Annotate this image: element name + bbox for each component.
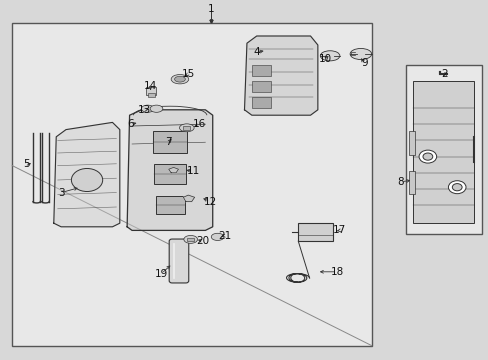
Text: 12: 12 [203, 197, 217, 207]
Bar [153, 131, 187, 153]
Text: 2: 2 [441, 69, 447, 79]
Text: 4: 4 [253, 47, 260, 57]
Text: 9: 9 [360, 58, 367, 68]
Ellipse shape [211, 233, 224, 240]
Ellipse shape [320, 51, 339, 61]
Polygon shape [183, 195, 194, 202]
Circle shape [422, 153, 432, 160]
Text: 21: 21 [218, 231, 231, 241]
Ellipse shape [150, 105, 163, 112]
Text: 1: 1 [207, 4, 214, 14]
Ellipse shape [174, 76, 185, 82]
Ellipse shape [179, 124, 194, 132]
Circle shape [447, 181, 465, 194]
Bar [147, 93, 154, 97]
Bar [408, 131, 414, 155]
Polygon shape [127, 110, 212, 230]
Bar [251, 81, 271, 92]
Bar [251, 65, 271, 76]
Text: 10: 10 [318, 54, 331, 64]
Text: 11: 11 [186, 166, 200, 176]
Text: 14: 14 [143, 81, 157, 91]
Text: 15: 15 [181, 69, 195, 79]
Bar [412, 81, 473, 223]
Polygon shape [54, 122, 120, 227]
Text: 7: 7 [165, 137, 172, 147]
Circle shape [418, 150, 436, 163]
Text: 3: 3 [58, 188, 64, 198]
Circle shape [71, 168, 102, 192]
Bar [145, 87, 156, 95]
Ellipse shape [141, 105, 154, 112]
Polygon shape [244, 36, 317, 115]
Text: 13: 13 [137, 105, 151, 115]
Polygon shape [168, 167, 178, 173]
Bar [155, 196, 184, 214]
Bar [187, 238, 194, 241]
Text: 6: 6 [127, 119, 134, 129]
Ellipse shape [183, 235, 197, 243]
Ellipse shape [171, 75, 188, 84]
Bar [405, 65, 481, 234]
FancyBboxPatch shape [169, 239, 188, 283]
Bar [12, 23, 371, 346]
Bar [154, 164, 185, 184]
Bar [183, 126, 190, 130]
Ellipse shape [349, 49, 371, 59]
Bar [298, 223, 332, 241]
Text: 8: 8 [397, 177, 404, 187]
Circle shape [451, 184, 461, 191]
Text: 5: 5 [23, 159, 30, 169]
Text: 16: 16 [192, 119, 206, 129]
Text: 19: 19 [154, 269, 168, 279]
Bar [251, 97, 271, 108]
Bar [408, 171, 414, 194]
Text: 17: 17 [332, 225, 346, 235]
Text: 18: 18 [330, 267, 344, 277]
Text: 20: 20 [196, 236, 209, 246]
